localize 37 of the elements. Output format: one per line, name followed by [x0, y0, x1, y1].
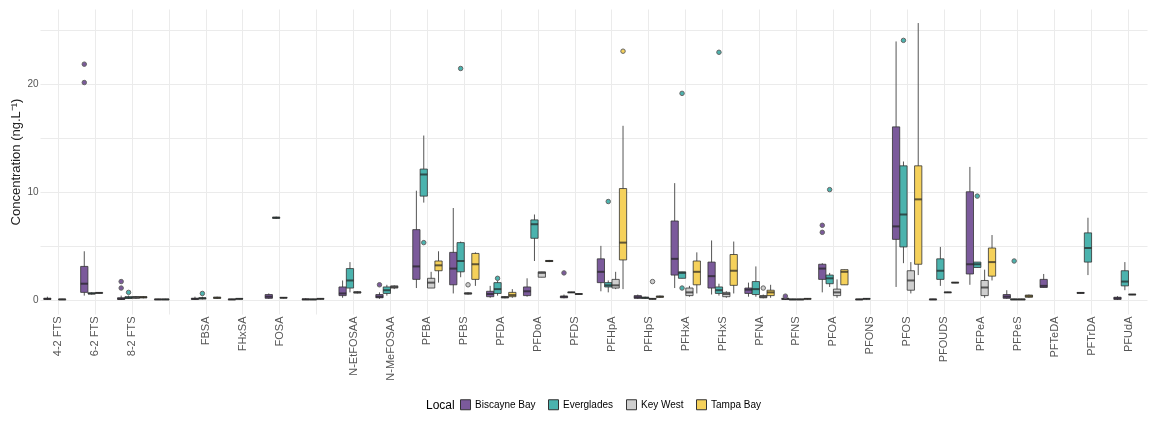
legend-label: Key West — [641, 398, 684, 410]
x-tick-label: N-EtFOSAA — [346, 315, 359, 376]
x-tick-label: PFOA — [826, 315, 839, 347]
legend-label: Everglades — [563, 398, 614, 410]
x-tick-label: PFUdA — [1121, 315, 1134, 352]
x-tick-label: PFHxS — [715, 316, 728, 352]
y-tick-label: 0 — [32, 294, 39, 306]
legend-label: Tampa Bay — [711, 398, 762, 410]
x-tick-label: FHxSA — [235, 315, 248, 352]
x-tick-label: PFPeS — [1010, 316, 1023, 352]
y-tick-label: 10 — [27, 186, 39, 198]
x-tick-label: PFDA — [494, 315, 507, 346]
legend-title: Local — [426, 398, 455, 412]
x-tick-label: PFONS — [863, 316, 876, 355]
x-tick-label: 8-2 FTS — [125, 316, 138, 357]
x-tick-label: PFPeA — [973, 315, 986, 352]
x-tick-label: 6-2 FTS — [88, 316, 101, 357]
x-tick-label: PFTrDA — [1084, 315, 1097, 356]
legend-label: Biscayne Bay — [475, 398, 536, 410]
x-tick-label: PFHpA — [604, 315, 617, 352]
x-tick-label: PFBS — [457, 316, 470, 346]
x-tick-label: PFNS — [789, 316, 802, 346]
x-tick-label: PFBA — [420, 315, 433, 346]
y-axis-title: Concentration (ng.L⁻¹) — [8, 98, 24, 226]
x-tick-label: PFNA — [752, 315, 765, 346]
x-tick-label: PFHxA — [678, 315, 691, 352]
x-tick-label: FOSA — [272, 315, 285, 347]
x-tick-label: PFDS — [568, 316, 581, 346]
x-tick-label: N-MeFOSAA — [383, 315, 396, 381]
x-tick-label: PFDoA — [531, 315, 544, 352]
x-tick-label: PFOS — [900, 316, 913, 347]
y-tick-label: 20 — [27, 78, 39, 90]
x-tick-label: FBSA — [199, 315, 212, 346]
x-tick-label: PFTeDA — [1047, 315, 1060, 358]
x-tick-label: PFOUDS — [937, 316, 950, 363]
x-tick-label: 4-2 FTS — [51, 316, 64, 357]
x-tick-label: PFHpS — [641, 316, 654, 352]
